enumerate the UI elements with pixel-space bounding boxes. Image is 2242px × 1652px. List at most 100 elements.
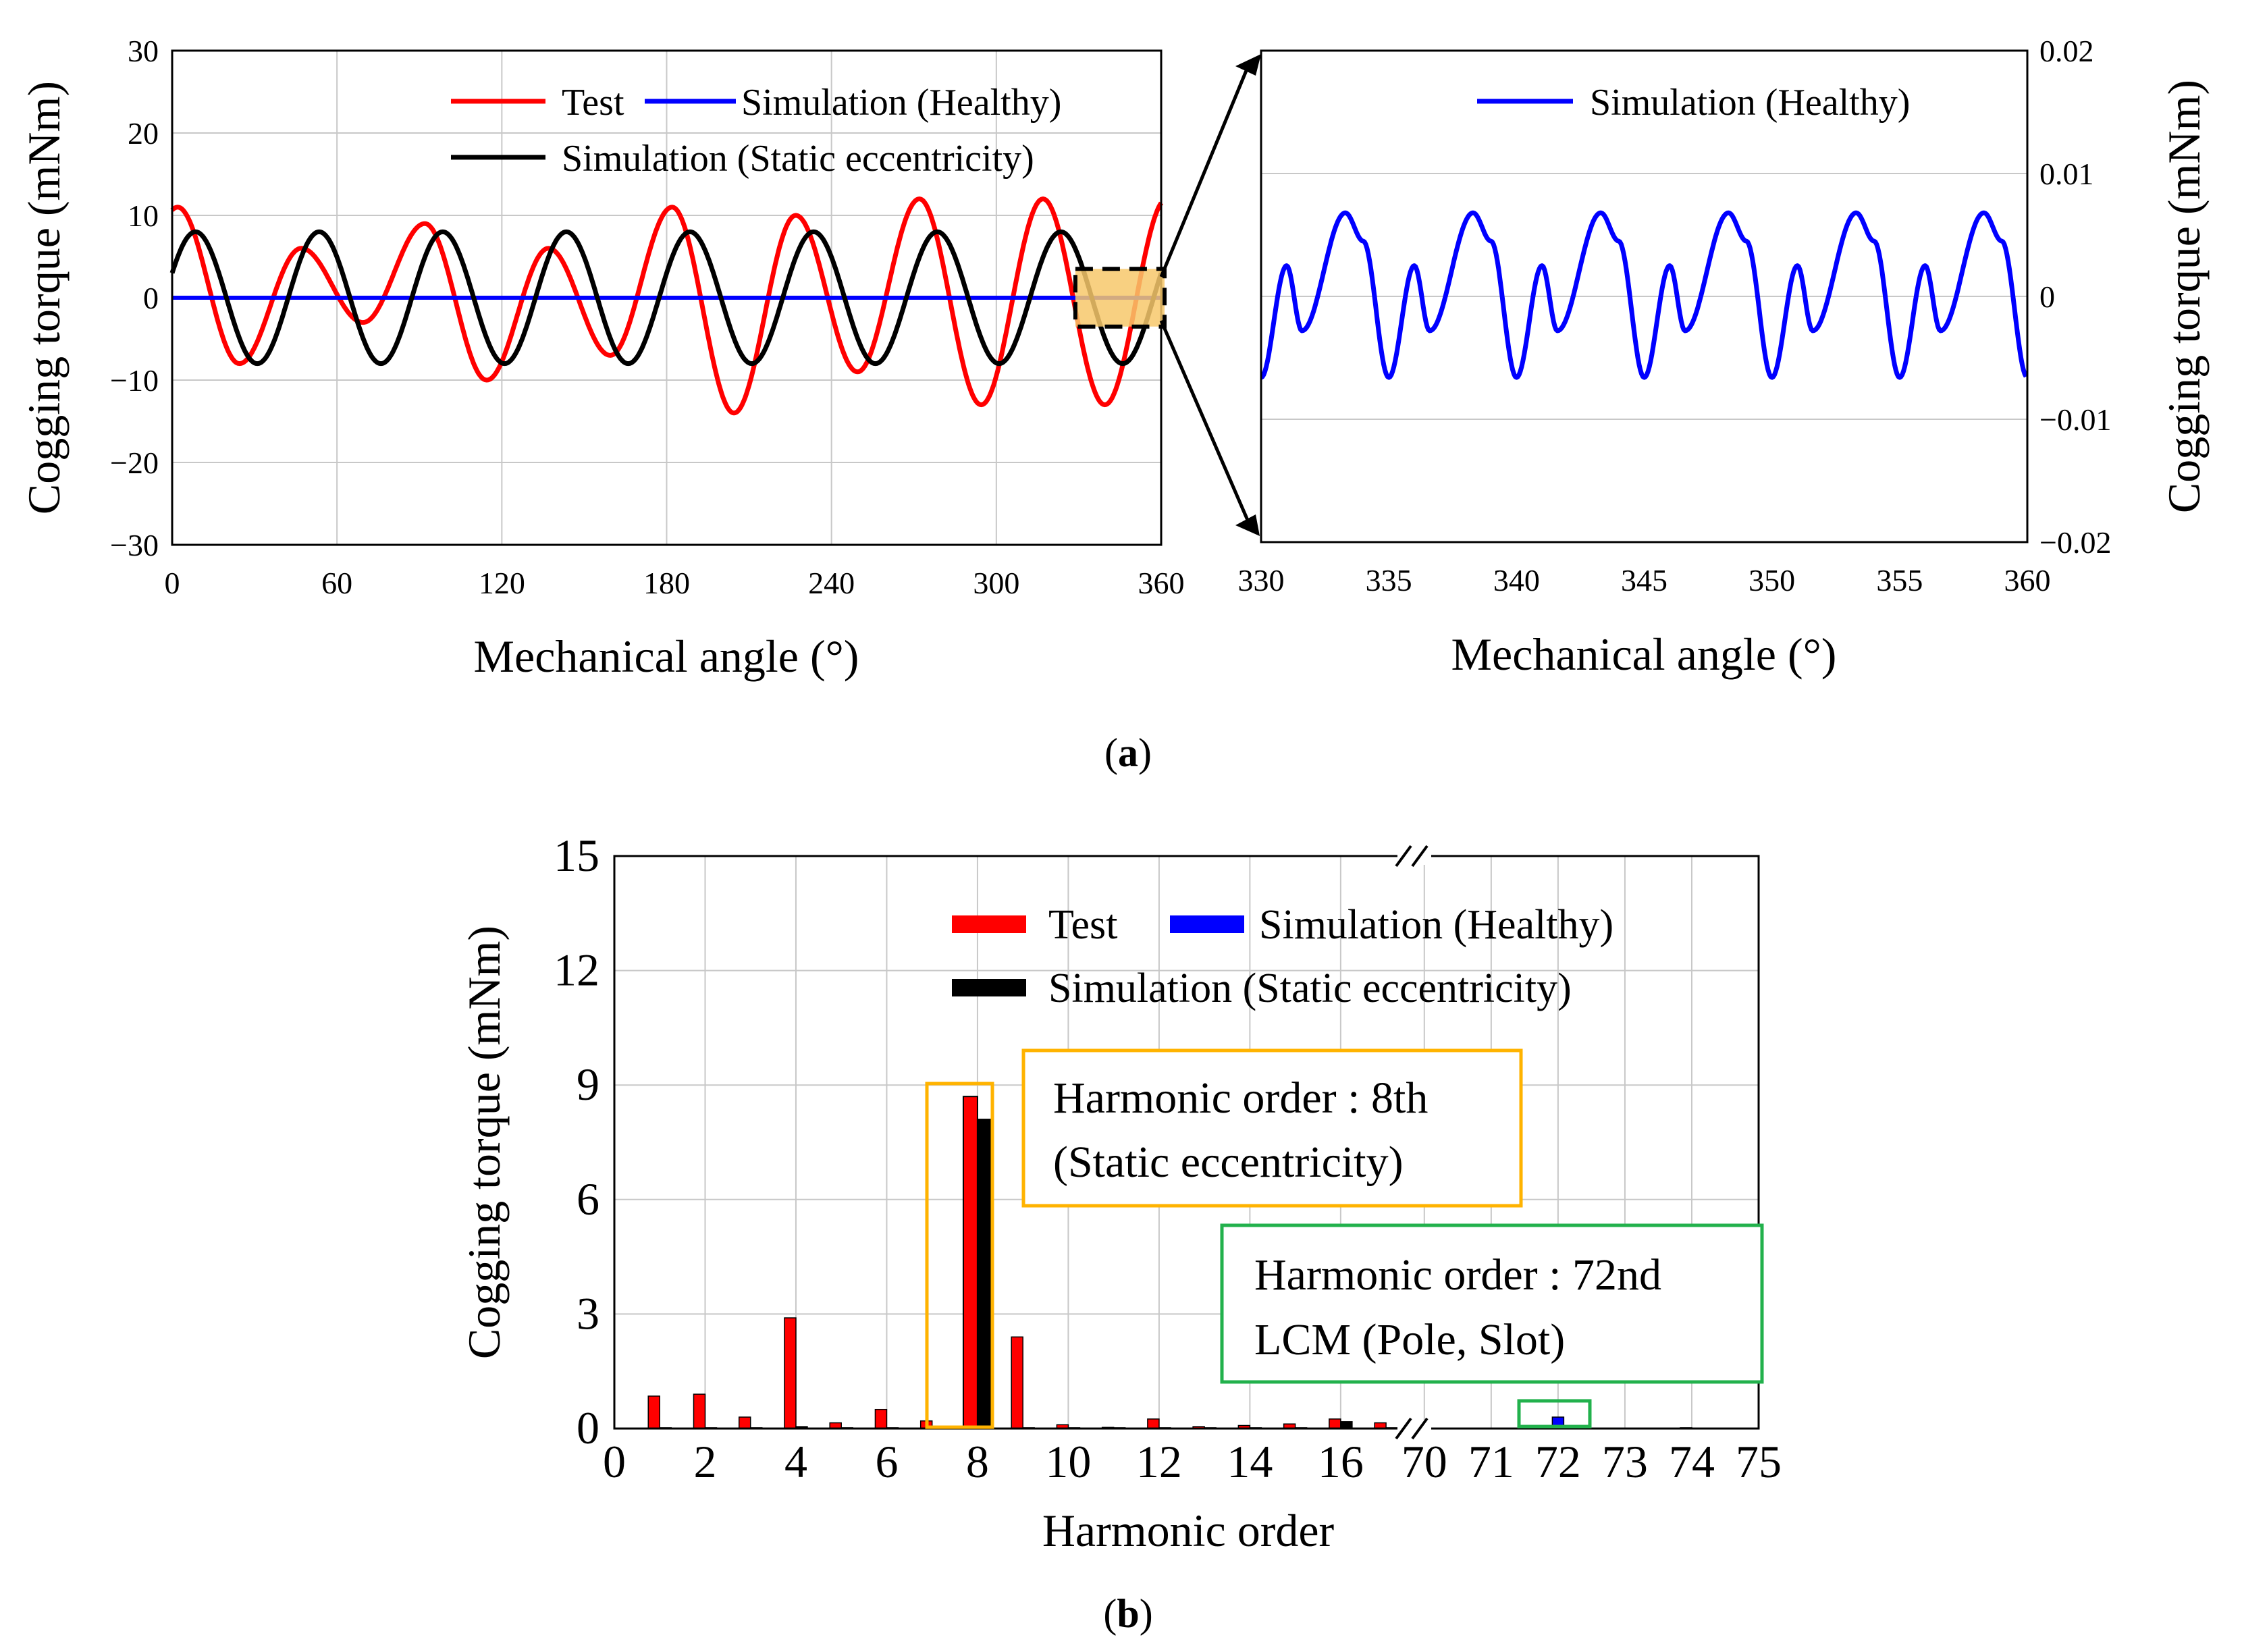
caption-a-letter: a [1118, 730, 1138, 775]
zoom-arrow-upper [1159, 63, 1251, 277]
panel-b-x-tick-label: 73 [1602, 1436, 1648, 1487]
panel-b-x-tick-label: 72 [1535, 1436, 1581, 1487]
bar-test-order-3 [738, 1416, 751, 1429]
zoom-series-healthy-line [1260, 210, 2029, 380]
bar-simulation-static-eccentricity--order-16 [1340, 1421, 1353, 1429]
legend-label-healthy: Simulation (Healthy) [741, 82, 1061, 124]
panel-b-y-tick-label: 0 [577, 1402, 599, 1454]
panel-a-y-axis-label: Cogging torque (mNm) [18, 81, 70, 514]
bar-test-order-9 [1011, 1336, 1023, 1429]
legend-label-static-eccentricity: Simulation (Static eccentricity) [562, 138, 1034, 180]
panel-a-x-tick-label: 120 [479, 566, 525, 600]
caption-b-letter: b [1117, 1591, 1139, 1636]
zoom-arrow-lower [1159, 320, 1251, 524]
panel-a-main-chart: 0 60 120 180 240 300 360 30 20 10 0 −10 −20 −30 Mecha… [18, 34, 1185, 682]
annotation-8th: Harmonic order : 8th (Static eccentricit… [1021, 1048, 1523, 1208]
panel-a-x-tick-label: 360 [1138, 566, 1185, 600]
zoom-arrowhead-lower [1235, 514, 1260, 536]
annotation-72nd-line1: Harmonic order : 72nd [1254, 1250, 1661, 1300]
annotation-72nd-line2: LCM (Pole, Slot) [1254, 1315, 1565, 1364]
zoom-y-axis-label: Cogging torque (mNm) [2158, 80, 2210, 513]
series-static-eccentricity-line [169, 229, 1164, 367]
panel-b-x-tick-label: 2 [693, 1436, 716, 1487]
legend-b-swatch-healthy [1170, 915, 1244, 933]
panel-b-legend: Test Simulation (Healthy) Simulation (St… [952, 902, 1613, 1011]
panel-b-x-tick-label: 14 [1227, 1436, 1273, 1487]
zoom-region-box [1073, 267, 1167, 329]
bar-test-order-4 [784, 1317, 797, 1429]
panel-a-x-tick-label: 240 [808, 566, 855, 600]
zoom-legend: Simulation (Healthy) [1477, 82, 1910, 124]
zoom-y-tick-label: 0.01 [2039, 157, 2094, 191]
panel-b-plot-frame [613, 855, 1760, 1430]
annotation-8th-line1: Harmonic order : 8th [1053, 1073, 1428, 1123]
panel-b-y-tick-label: 6 [577, 1173, 599, 1225]
bar-test-order-8 [962, 1096, 978, 1430]
panel-a-y-tick-label: 0 [143, 281, 159, 315]
zoom-x-tick-label: 340 [1493, 563, 1540, 597]
caption-b: (b) [1103, 1591, 1152, 1636]
panel-b-bar-chart: 15 12 9 6 3 00 2 4 6 8 10 12 14 16 70 71 72 73 74 75 Harmon… [458, 830, 1782, 1556]
highlight-box-72nd [1517, 1399, 1592, 1429]
panel-b-x-tick-label: 4 [784, 1436, 807, 1487]
zoom-plot-frame [1260, 49, 2029, 543]
panel-b-x-tick-label: 16 [1318, 1436, 1364, 1487]
panel-a-x-tick-label: 0 [165, 566, 180, 600]
axis-break-marks [1395, 845, 1431, 1440]
zoom-x-tick-label: 350 [1749, 563, 1795, 597]
panel-a-x-tick-label: 300 [973, 566, 1019, 600]
legend-b-swatch-static-eccentricity [952, 979, 1026, 996]
series-test-line [170, 196, 1163, 416]
panel-a-y-tick-label: 10 [128, 198, 159, 233]
panel-a-y-tick-label: 30 [128, 34, 159, 68]
zoom-legend-label-healthy: Simulation (Healthy) [1590, 82, 1910, 124]
zoom-arrowhead-upper [1235, 54, 1261, 76]
zoom-y-tick-label: 0.02 [2039, 34, 2094, 68]
panel-b-y-tick-label: 9 [577, 1059, 599, 1110]
bar-test-order-1 [647, 1395, 660, 1429]
zoom-x-tick-label: 360 [2004, 563, 2051, 597]
highlight-box-8th [925, 1082, 994, 1429]
legend-b-label-healthy: Simulation (Healthy) [1259, 902, 1613, 948]
zoom-y-tick-label: −0.01 [2039, 402, 2111, 437]
bar-test-order-6 [874, 1408, 888, 1429]
bar-test-order-2 [693, 1393, 706, 1429]
panel-a-x-tick-label: 60 [321, 566, 352, 600]
panel-a-x-tick-label: 180 [643, 566, 690, 600]
zoom-x-tick-label: 355 [1876, 563, 1923, 597]
panel-b-y-tick-label: 15 [554, 830, 599, 881]
bar-simulation-static-eccentricity--order-8 [976, 1119, 992, 1429]
panel-b-x-axis-label: Harmonic order [1042, 1505, 1335, 1556]
legend-b-swatch-test [952, 915, 1026, 933]
panel-b-x-tick-label: 0 [603, 1436, 626, 1487]
annotation-8th-box [1021, 1048, 1523, 1208]
panel-a-y-tick-label: −10 [110, 363, 159, 398]
legend-label-test: Test [562, 82, 624, 124]
zoom-x-tick-label: 330 [1238, 563, 1285, 597]
panel-b-x-tick-label: 71 [1468, 1436, 1514, 1487]
annotation-72nd-box [1220, 1223, 1764, 1384]
panel-a-legend: Test Simulation (Healthy) Simulation (St… [451, 82, 1061, 180]
bar-test-order-16 [1329, 1418, 1341, 1429]
annotation-72nd: Harmonic order : 72nd LCM (Pole, Slot) [1220, 1223, 1764, 1384]
panel-a-y-tick-label: 20 [128, 116, 159, 151]
panel-b-x-tick-label: 74 [1669, 1436, 1715, 1487]
panel-a-zoom-chart: 330 335 340 345 350 355 360 0.02 0.01 0 −0.01 −0.02… [1238, 34, 2210, 680]
zoom-arrows [1159, 54, 1261, 536]
panel-b-x-tick-label: 75 [1736, 1436, 1782, 1487]
zoom-y-tick-label: 0 [2039, 279, 2055, 314]
panel-b-y-tick-label: 12 [554, 944, 599, 996]
panel-a-y-tick-label: −20 [110, 446, 159, 480]
zoom-x-tick-label: 335 [1366, 563, 1412, 597]
annotation-8th-line2: (Static eccentricity) [1053, 1138, 1404, 1187]
panel-a-y-tick-label: −30 [110, 528, 159, 562]
panel-b-y-tick-label: 3 [577, 1287, 599, 1339]
zoom-y-tick-label: −0.02 [2039, 525, 2111, 560]
caption-a: (a) [1104, 730, 1152, 775]
zoom-x-axis-label: Mechanical angle (°) [1451, 629, 1837, 680]
bar-test-order-12 [1147, 1418, 1160, 1429]
legend-b-label-static-eccentricity: Simulation (Static eccentricity) [1048, 965, 1572, 1011]
panel-b-x-tick-label: 10 [1045, 1436, 1091, 1487]
panel-b-x-tick-label: 70 [1402, 1436, 1447, 1487]
